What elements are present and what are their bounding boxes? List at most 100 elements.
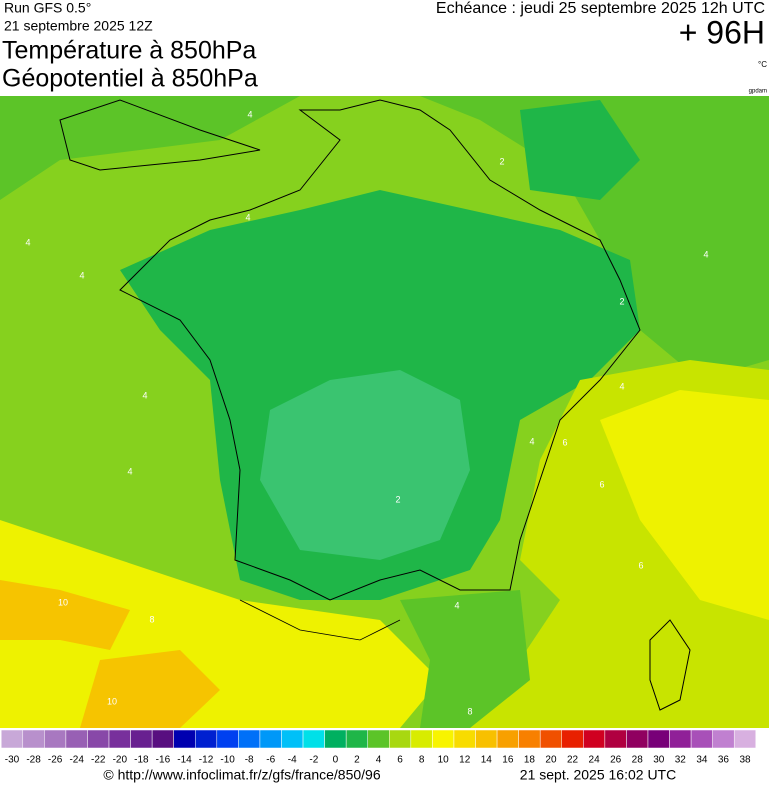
colorbar-swatch: [173, 729, 196, 749]
contour-label: 10: [107, 696, 117, 706]
colorbar-label: -8: [245, 755, 254, 766]
colorbar-swatch: [647, 729, 670, 749]
contour-label: 4: [245, 212, 250, 222]
colorbar-swatch: [238, 729, 261, 749]
colorbar-swatch: [302, 729, 325, 749]
colorbar-label: -14: [177, 755, 192, 766]
field: [80, 650, 220, 728]
border: [239, 599, 401, 641]
colorbar-swatch: [626, 729, 649, 749]
colorbar-label: -16: [156, 755, 171, 766]
corsica-outline: [649, 619, 691, 711]
colorbar-label: -22: [91, 755, 106, 766]
colorbar-label: -18: [134, 755, 149, 766]
colorbar-label: 2: [354, 755, 360, 766]
colorbar-swatch: [410, 729, 433, 749]
colorbar-swatch: [130, 729, 153, 749]
colorbar-swatch: [44, 729, 67, 749]
colorbar-label: 8: [419, 755, 425, 766]
colorbar-swatch: [22, 729, 45, 749]
field: [520, 100, 640, 200]
colorbar-swatch: [389, 729, 412, 749]
colorbar-label: -26: [48, 755, 63, 766]
timestamp: 21 sept. 2025 16:02 UTC: [520, 767, 676, 783]
colorbar-swatch: [345, 729, 368, 749]
colorbar-label: -10: [220, 755, 235, 766]
colorbar-label: 10: [438, 755, 450, 766]
title: Géopotentiel à 850hPa: [2, 65, 258, 93]
colorbar-swatch: [539, 729, 562, 749]
contour-label: 4: [619, 381, 624, 391]
field: [0, 96, 300, 200]
lead-time: + 96H: [679, 14, 765, 50]
colorbar-swatch: [367, 729, 390, 749]
contour-label: 4: [127, 466, 132, 476]
contour-label: 2: [395, 494, 400, 504]
colorbar-swatch: [712, 729, 735, 749]
colorbar-label: -30: [5, 755, 20, 766]
contour-label: 4: [703, 249, 708, 259]
colorbar-swatch: [87, 729, 110, 749]
map-area: [0, 96, 769, 728]
colorbar-label: -20: [113, 755, 128, 766]
colorbar-label: -12: [199, 755, 214, 766]
colorbar-label: -28: [26, 755, 41, 766]
colorbar-label: -24: [69, 755, 84, 766]
contour-label: 4: [142, 390, 147, 400]
contour-label: 6: [638, 560, 643, 570]
colorbar-label: 28: [632, 755, 644, 766]
colorbar-swatch: [65, 729, 88, 749]
colorbar-label: -2: [309, 755, 318, 766]
colorbar-label: 18: [524, 755, 536, 766]
contour-label: 6: [562, 437, 567, 447]
france-outline: [119, 99, 641, 601]
field: [600, 390, 769, 620]
colorbar-swatch: [195, 729, 218, 749]
colorbar-swatch: [432, 729, 455, 749]
colorbar-swatch: [690, 729, 713, 749]
colorbar-swatch: [151, 729, 174, 749]
colorbar-swatch: [561, 729, 584, 749]
contour-label: 6: [599, 479, 604, 489]
colorbar-label: 24: [589, 755, 601, 766]
unit: gpdam: [749, 89, 767, 95]
england-outline: [59, 99, 261, 171]
colorbar-label: -4: [288, 755, 297, 766]
colorbar-label: 14: [481, 755, 493, 766]
field: [420, 96, 769, 380]
colorbar-swatch: [0, 729, 24, 749]
contour-label: 4: [529, 436, 534, 446]
colorbar-label: 16: [502, 755, 514, 766]
colorbar-swatch: [733, 729, 757, 749]
colorbar-label: 26: [610, 755, 622, 766]
unit: °C: [758, 60, 767, 69]
field: [260, 370, 470, 560]
colorbar-label: 22: [567, 755, 579, 766]
contour-label: 4: [79, 270, 84, 280]
colorbar-label: 34: [696, 755, 708, 766]
colorbar-swatch: [583, 729, 606, 749]
run-label: Run GFS 0.5°: [4, 0, 91, 16]
colorbar-swatch: [259, 729, 282, 749]
colorbar-swatch: [216, 729, 239, 749]
colorbar-swatch: [108, 729, 131, 749]
colorbar-label: 30: [653, 755, 665, 766]
contour-label: 2: [499, 156, 504, 166]
colorbar-label: 36: [718, 755, 730, 766]
colorbar-label: 0: [333, 755, 339, 766]
colorbar-swatch: [496, 729, 519, 749]
valid-time: Echéance : jeudi 25 septembre 2025 12h U…: [436, 0, 765, 17]
colorbar-label: 32: [675, 755, 687, 766]
contour-label: 10: [58, 597, 68, 607]
colorbar-swatch: [453, 729, 476, 749]
colorbar-swatch: [475, 729, 498, 749]
field: [0, 580, 130, 650]
contour-label: 8: [149, 614, 154, 624]
contour-label: 2: [619, 296, 624, 306]
run-date: 21 septembre 2025 12Z: [4, 18, 153, 34]
colorbar-swatch: [281, 729, 304, 749]
colorbar-label: 6: [397, 755, 403, 766]
contour-label: 4: [25, 237, 30, 247]
